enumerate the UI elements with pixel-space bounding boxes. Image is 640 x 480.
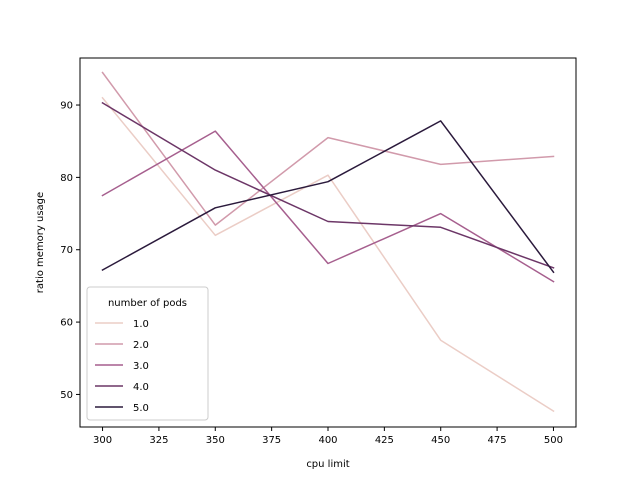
legend-label-3.0: 3.0 xyxy=(133,361,149,372)
legend-label-5.0: 5.0 xyxy=(133,403,149,414)
y-tick-label: 60 xyxy=(60,318,73,329)
y-tick-label: 70 xyxy=(60,245,73,256)
x-axis: 300 325 350 375 400 425 450 475 500 xyxy=(93,427,563,446)
legend: number of pods 1.0 2.0 3.0 4.0 5.0 xyxy=(86,286,209,421)
x-tick-label: 350 xyxy=(206,435,225,446)
legend-label-2.0: 2.0 xyxy=(133,340,149,351)
x-tick-label: 375 xyxy=(262,435,281,446)
legend-label-4.0: 4.0 xyxy=(133,382,149,393)
series-line-5.0 xyxy=(101,120,555,274)
y-tick-label: 50 xyxy=(60,390,73,401)
y-axis: 50 60 70 80 90 xyxy=(60,101,80,401)
x-tick-label: 400 xyxy=(318,435,337,446)
x-tick-label: 475 xyxy=(488,435,507,446)
series-line-3.0 xyxy=(101,130,555,283)
legend-items: 1.0 2.0 3.0 4.0 5.0 xyxy=(95,319,149,414)
x-axis-label: cpu limit xyxy=(306,459,349,470)
series-lines xyxy=(101,71,555,413)
x-tick-label: 325 xyxy=(149,435,168,446)
legend-label-1.0: 1.0 xyxy=(133,319,149,330)
series-line-2.0 xyxy=(101,71,555,226)
legend-title: number of pods xyxy=(108,298,187,309)
x-tick-label: 450 xyxy=(431,435,450,446)
series-line-4.0 xyxy=(101,101,555,269)
y-tick-label: 90 xyxy=(60,101,73,112)
y-tick-label: 80 xyxy=(60,173,73,184)
series-line-1.0 xyxy=(101,96,555,413)
x-tick-label: 300 xyxy=(93,435,112,446)
x-tick-label: 425 xyxy=(375,435,394,446)
x-tick-label: 500 xyxy=(544,435,563,446)
y-axis-label: ratio memory usage xyxy=(35,192,46,293)
